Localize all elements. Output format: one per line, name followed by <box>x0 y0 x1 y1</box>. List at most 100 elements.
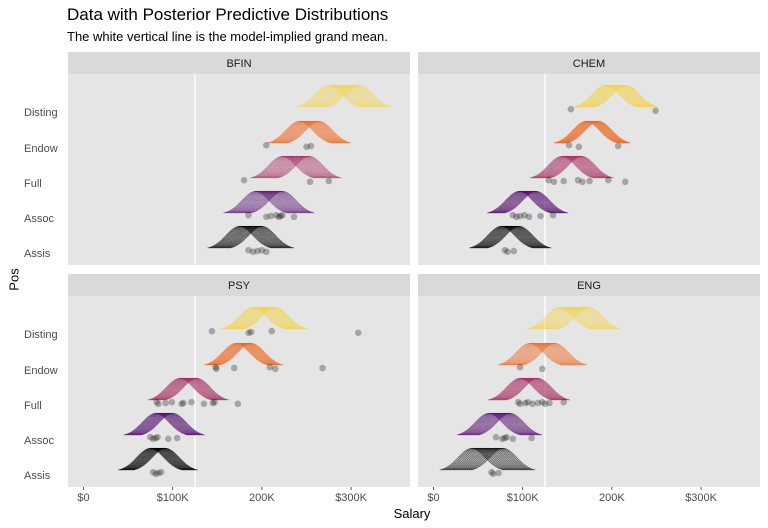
data-point <box>263 213 270 221</box>
posterior-curve-assis <box>131 447 197 471</box>
data-point <box>586 177 593 185</box>
data-point <box>509 435 517 443</box>
data-point <box>567 105 575 113</box>
posterior-curve-assis <box>127 447 193 471</box>
data-point <box>245 329 252 337</box>
data-point <box>537 212 544 220</box>
data-point <box>279 211 286 219</box>
posterior-curve-assis <box>480 225 546 249</box>
posterior-curve-disting <box>578 84 643 108</box>
posterior-curve-full <box>162 377 228 401</box>
x-tick-label: 200K <box>599 492 625 504</box>
posterior-curve-disting <box>316 84 381 108</box>
posterior-curve-endow <box>271 120 337 144</box>
data-point <box>549 211 557 219</box>
data-point <box>249 248 257 256</box>
data-point <box>149 435 157 443</box>
data-point <box>524 398 532 406</box>
posterior-curve-disting <box>540 306 606 330</box>
data-point <box>155 469 162 477</box>
data-point <box>521 211 528 219</box>
data-point <box>212 363 219 371</box>
posterior-curve-endow <box>268 120 333 144</box>
y-tick-label: Disting <box>24 329 58 341</box>
facet-psy: PSY Disting Endow Full Assoc Assis $0 $100K 200K… <box>24 274 410 504</box>
data-point <box>180 399 187 407</box>
posterior-curve-assis <box>221 225 287 249</box>
y-tick-label: Assis <box>24 248 51 260</box>
posterior-curve-full <box>251 155 317 179</box>
data-point <box>574 176 582 184</box>
posterior-curve-full <box>503 377 569 401</box>
data-point <box>325 177 333 185</box>
data-point <box>152 434 160 442</box>
posterior-curve-assoc <box>134 412 199 436</box>
x-tick-label: $100K <box>507 492 539 504</box>
data-point <box>605 176 612 184</box>
facet-strip <box>418 274 760 296</box>
data-point <box>234 400 242 408</box>
y-tick-label: Full <box>24 178 42 190</box>
x-tick-label: $100K <box>157 492 189 504</box>
y-tick-label: Disting <box>24 107 58 119</box>
posterior-curve-assoc <box>461 412 527 436</box>
facet-chem: CHEM <box>418 52 760 265</box>
posterior-curve-assis <box>212 225 278 249</box>
data-point <box>539 365 546 373</box>
data-point <box>575 143 583 151</box>
data-point <box>539 398 546 406</box>
data-point <box>319 364 326 372</box>
posterior-curve-full <box>547 155 612 179</box>
data-point <box>614 142 622 150</box>
posterior-curve-disting <box>533 306 599 330</box>
data-point <box>545 176 552 184</box>
y-tick-label: Assoc <box>24 435 54 447</box>
data-point <box>565 141 573 149</box>
posterior-curve-assis <box>217 225 283 249</box>
posterior-curve-assoc <box>124 412 190 436</box>
posterior-curve-full <box>499 377 564 401</box>
posterior-curve-disting <box>298 84 363 108</box>
data-point <box>504 248 511 256</box>
posterior-curve-assoc <box>131 412 196 436</box>
chart-title: Data with Posterior Predictive Distribut… <box>67 5 389 24</box>
data-point <box>501 434 509 442</box>
data-point <box>498 435 506 443</box>
y-tick-label: Assoc <box>24 213 54 225</box>
data-point <box>154 433 161 441</box>
posterior-curve-assoc <box>247 190 312 214</box>
x-tick-label: $300K <box>685 492 717 504</box>
data-point <box>271 365 279 373</box>
posterior-curve-assis <box>484 225 550 249</box>
data-point <box>534 399 542 407</box>
data-point <box>149 468 157 476</box>
x-axis-label: Salary <box>393 506 431 521</box>
data-point <box>230 364 238 372</box>
posterior-curve-full <box>151 377 217 401</box>
x-tick-label: $300K <box>335 492 367 504</box>
posterior-curve-disting <box>303 84 369 108</box>
data-point <box>516 363 524 371</box>
data-point <box>550 178 558 186</box>
data-point <box>153 398 160 406</box>
posterior-curve-full <box>148 377 214 401</box>
posterior-curve-assis <box>459 447 525 471</box>
posterior-curve-endow <box>561 120 627 144</box>
data-point <box>263 141 270 149</box>
posterior-curve-full <box>262 155 328 179</box>
data-point <box>546 399 553 407</box>
posterior-curve-assoc <box>501 190 567 214</box>
data-point <box>168 398 176 406</box>
posterior-curve-full <box>158 377 224 401</box>
y-axis-label: Pos <box>6 268 22 291</box>
facet-strip <box>68 274 410 296</box>
data-point <box>525 213 533 221</box>
data-point <box>245 211 252 219</box>
posterior-curve-assoc <box>235 190 301 214</box>
x-tick-label: $0 <box>427 492 439 504</box>
data-point <box>162 399 169 407</box>
posterior-curve-assoc <box>127 412 193 436</box>
posterior-curve-assis <box>454 447 519 471</box>
data-point <box>200 400 208 408</box>
